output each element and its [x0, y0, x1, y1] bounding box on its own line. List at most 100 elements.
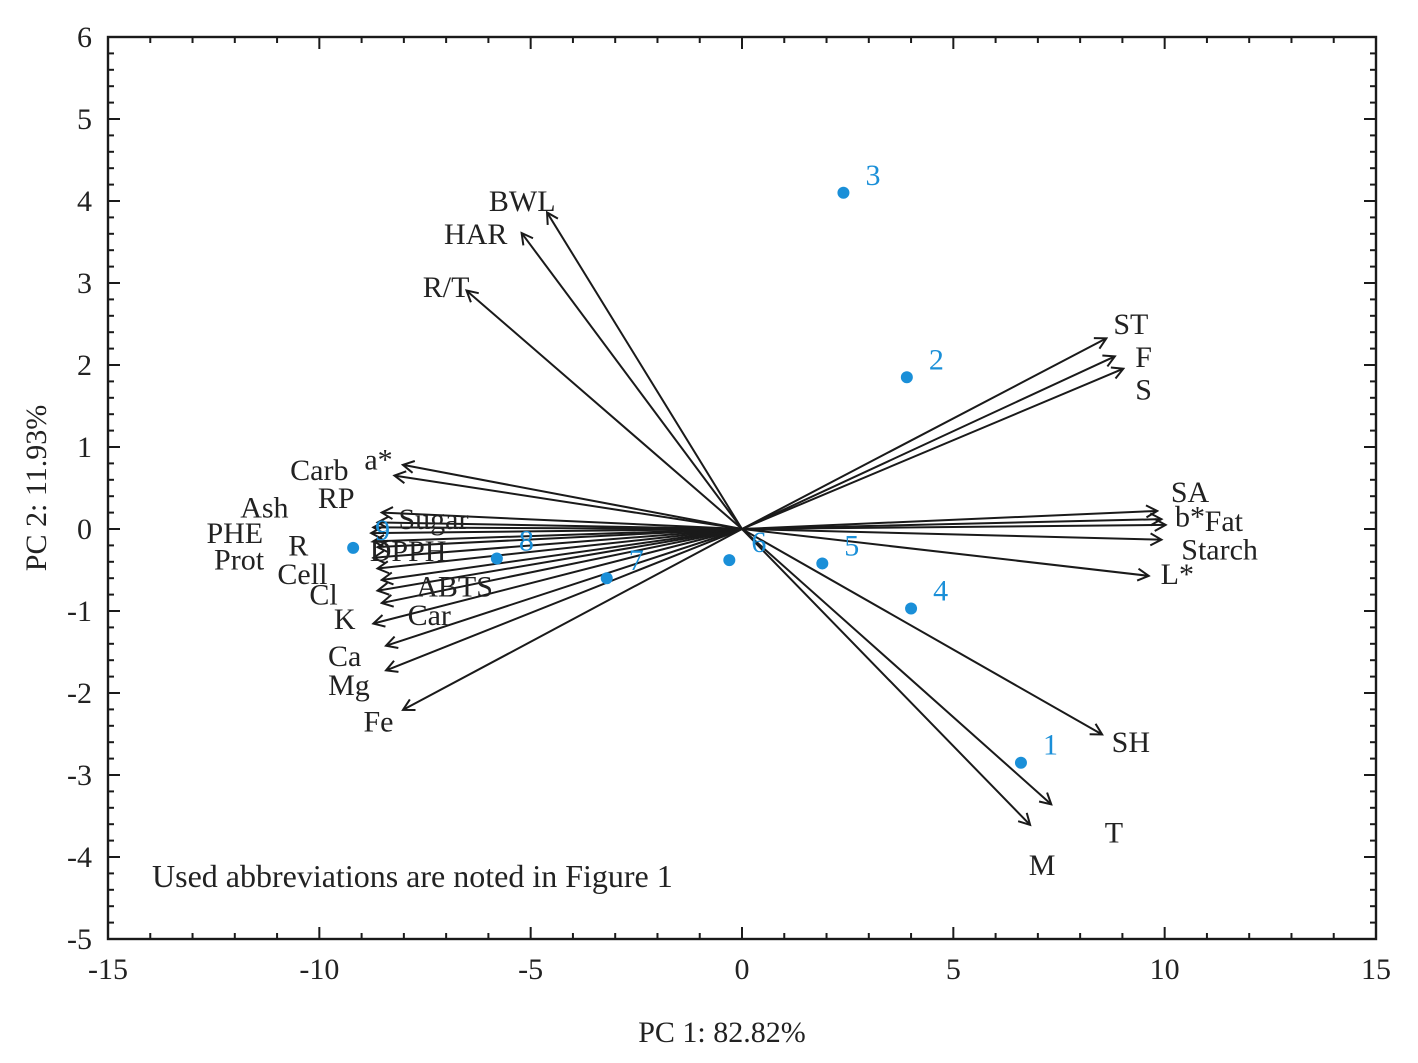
vector-label: K — [334, 603, 356, 636]
vector-t — [741, 528, 1051, 804]
y-tick-label: -5 — [67, 923, 92, 956]
y-axis: -5 -4 -3 -2 -1 0 1 2 3 4 5 6 — [67, 21, 1376, 956]
vector-label: M — [1029, 849, 1056, 882]
vector-starch — [741, 528, 1160, 540]
x-tick-label: -15 — [88, 953, 128, 986]
vector-r-t — [467, 291, 743, 530]
x-tick-label: 5 — [946, 953, 961, 986]
x-tick-label: 15 — [1361, 953, 1391, 986]
observation-label: 7 — [629, 544, 644, 577]
vector-label: ST — [1113, 308, 1148, 341]
vector-label: Carb — [290, 454, 348, 487]
y-tick-label: 3 — [77, 267, 92, 300]
vector-label: Prot — [214, 543, 265, 576]
vector-label: T — [1105, 816, 1123, 849]
observation-point-2 — [900, 371, 913, 384]
observation-point-1 — [1014, 756, 1027, 769]
vector-label: BWL — [489, 185, 556, 218]
vector-label: PHE — [206, 517, 263, 550]
y-tick-label: -2 — [67, 677, 92, 710]
vector-prot — [374, 528, 743, 558]
vector-label: Mg — [328, 669, 370, 702]
observation-point-5 — [816, 557, 829, 570]
vector-label: SA — [1171, 476, 1210, 509]
vector-label: F — [1135, 341, 1152, 374]
vector-label: b* — [1175, 501, 1205, 534]
vector-label: SH — [1112, 726, 1150, 759]
vector-label: Cl — [309, 579, 337, 612]
y-tick-label: 0 — [77, 513, 92, 546]
vector-st — [741, 339, 1105, 530]
observation-label: 2 — [929, 343, 944, 376]
observation-point-7 — [600, 572, 613, 585]
vector-cell — [379, 528, 743, 568]
vector-l- — [741, 528, 1148, 576]
observation-point-4 — [905, 602, 918, 615]
vector-cl — [379, 528, 743, 591]
observation-point-9 — [347, 541, 360, 554]
y-tick-label: 2 — [77, 349, 92, 382]
vector-label: Ca — [328, 640, 361, 673]
abbreviations-note: Used abbreviations are noted in Figure 1 — [152, 858, 673, 894]
y-tick-label: 1 — [77, 431, 92, 464]
vector-label: RP — [318, 482, 355, 515]
vector-m — [741, 528, 1029, 824]
y-tick-label: -3 — [67, 759, 92, 792]
x-axis: -15 -10 -5 0 5 10 15 — [88, 37, 1391, 986]
observation-label: 9 — [375, 514, 390, 547]
vector-phe — [372, 529, 743, 533]
vector-label: Starch — [1181, 534, 1258, 567]
vector-label: Cell — [277, 558, 327, 591]
x-axis-title: PC 1: 82.82% — [638, 1016, 806, 1049]
y-tick-label: -4 — [67, 841, 92, 874]
vector-label: HAR — [444, 218, 507, 251]
vector-carb — [395, 476, 743, 530]
x-tick-label: -10 — [299, 953, 339, 986]
vector-k — [374, 528, 743, 623]
vector-a- — [404, 465, 743, 530]
vector-label: Car — [408, 599, 451, 632]
vector-label: R — [288, 529, 308, 562]
vector-label: Fe — [364, 706, 394, 739]
y-tick-label: 5 — [77, 103, 92, 136]
observation-label: 8 — [519, 525, 534, 558]
x-tick-label: 0 — [735, 953, 750, 986]
observation-label: 3 — [865, 159, 880, 192]
observation-point-6 — [723, 554, 736, 567]
vector-label: Fat — [1205, 505, 1244, 538]
vector-fat — [741, 525, 1165, 529]
observation-label: 4 — [933, 575, 948, 608]
observation-point-3 — [837, 186, 850, 199]
vector-s — [741, 369, 1122, 530]
vector-har — [522, 234, 743, 530]
vector-dpph — [379, 528, 743, 547]
observation-label: 5 — [844, 529, 859, 562]
vector-label: L* — [1161, 558, 1194, 591]
vector-label: S — [1135, 374, 1152, 407]
vector-label: R/T — [423, 271, 470, 304]
vector-f — [741, 357, 1114, 530]
x-tick-label: 10 — [1150, 953, 1180, 986]
vector-sh — [741, 528, 1101, 734]
observation-label: 6 — [751, 526, 766, 559]
vector-sa — [741, 511, 1156, 530]
observation-point-8 — [490, 552, 503, 565]
y-tick-label: -1 — [67, 595, 92, 628]
vector-bwl — [548, 213, 743, 530]
vector-ca — [387, 528, 743, 645]
vector-label: Ash — [240, 492, 288, 525]
vector-car — [383, 528, 743, 603]
vector-label: DPPH — [370, 535, 447, 568]
y-tick-label: 4 — [77, 185, 92, 218]
vector-abts — [383, 528, 743, 580]
x-tick-label: -5 — [518, 953, 543, 986]
observation-label: 1 — [1043, 729, 1058, 762]
vector-label: Sugar — [398, 503, 468, 536]
vector-mg — [387, 528, 743, 670]
observation-points: 1 2 3 4 5 6 7 8 9 — [347, 159, 1058, 769]
vector-rp — [383, 513, 743, 530]
vector-label: ABTS — [416, 570, 493, 603]
y-tick-label: 6 — [77, 21, 92, 54]
